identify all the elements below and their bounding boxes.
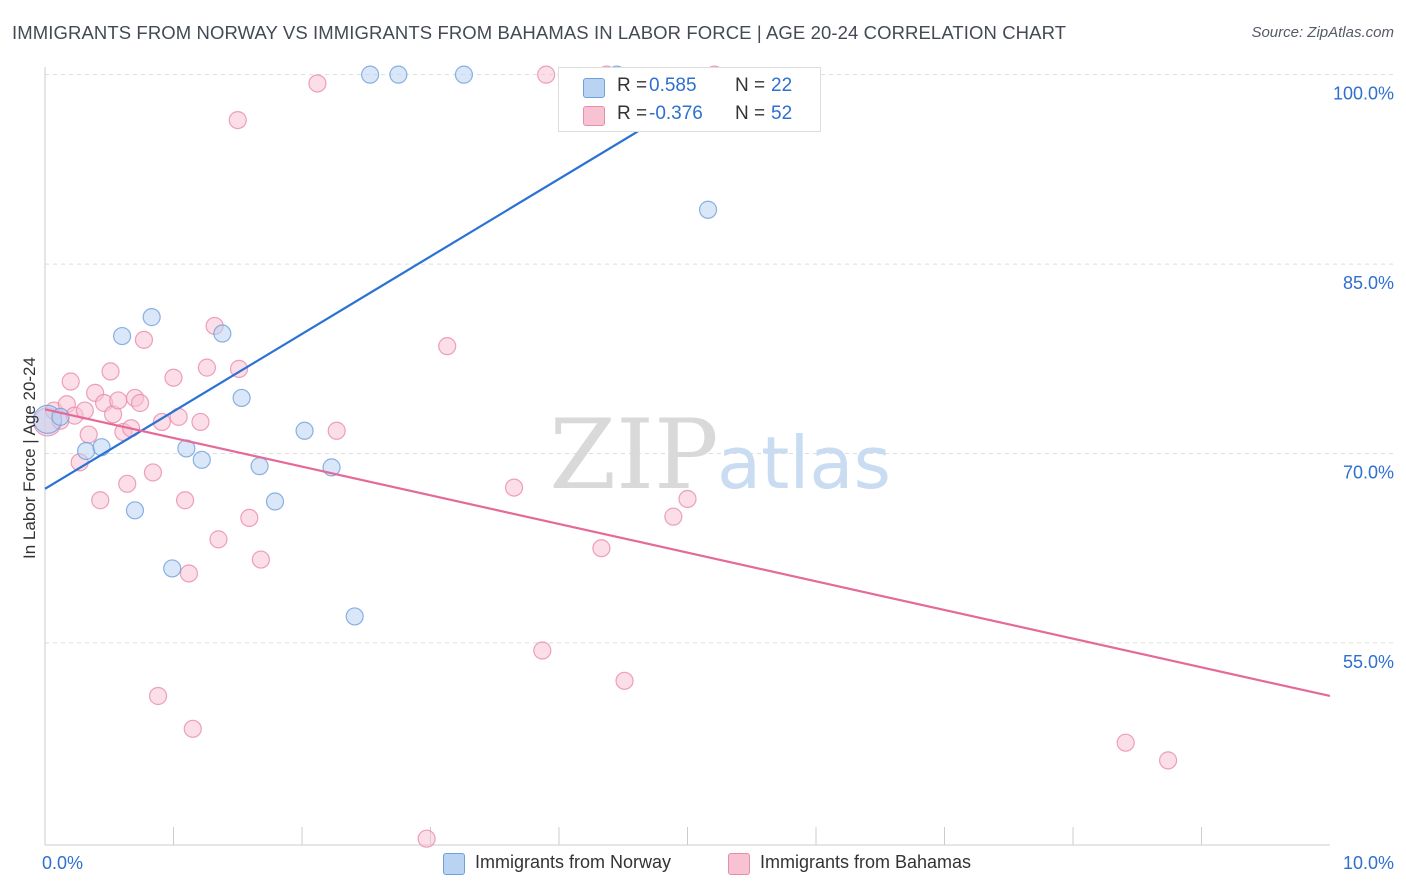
bahamas-point [61, 372, 80, 391]
bahamas-point [229, 359, 249, 378]
norway-point [142, 308, 161, 327]
gridlines [45, 74, 1395, 644]
bahamas-point [308, 74, 327, 93]
bahamas-point [134, 330, 154, 349]
norway-point [345, 607, 364, 626]
bahamas-point [327, 421, 346, 440]
x-tick-labels: 0.0% 10.0% [42, 853, 1394, 873]
legend-swatch-bahamas [728, 853, 750, 875]
norway-trendline [44, 85, 714, 490]
bahamas-point [1158, 751, 1178, 770]
norway-point [265, 492, 285, 511]
norway-point [250, 457, 269, 476]
bahamas-point [592, 539, 611, 558]
bahamas-point [179, 564, 199, 583]
watermark-atlas: atlas [717, 421, 891, 505]
data-points [32, 65, 1178, 848]
bahamas-point [143, 463, 163, 482]
y-tick-label: 100.0% [1333, 84, 1394, 104]
axes [44, 67, 1330, 846]
norway-point [361, 65, 380, 84]
norway-point [92, 438, 111, 457]
bahamas-point [91, 491, 110, 510]
y-tick-label: 70.0% [1343, 462, 1394, 482]
legend-n-label: N = [735, 75, 766, 96]
bahamas-point [537, 65, 556, 84]
bahamas-trendline [44, 408, 1331, 698]
correlation-legend: R = 0.585 N = 22 R = -0.376 N = 52 [558, 67, 821, 132]
bahamas-point [533, 641, 552, 660]
bahamas-point [1116, 733, 1135, 752]
bahamas-point [228, 110, 247, 130]
norway-point [698, 200, 718, 219]
norway-point [77, 441, 96, 461]
bahamas-point [148, 686, 168, 706]
legend-r-value: 0.585 [649, 75, 697, 96]
norway-point [295, 421, 314, 440]
bahamas-point [175, 491, 195, 510]
norway-point [163, 559, 182, 578]
y-axis-label: In Labor Force | Age 20-24 [20, 357, 39, 559]
bahamas-point [101, 362, 120, 381]
bahamas-point [209, 530, 228, 549]
bahamas-point [152, 412, 172, 432]
x-tick-label: 0.0% [42, 853, 83, 873]
legend-swatch-bahamas [583, 106, 605, 126]
norway-point [232, 388, 251, 408]
norway-point [389, 65, 408, 84]
watermark: ZIP atlas [549, 399, 891, 511]
y-tick-label: 55.0% [1343, 652, 1394, 672]
bahamas-point [130, 393, 150, 413]
bahamas-point [438, 337, 457, 356]
legend-label-norway: Immigrants from Norway [475, 852, 672, 872]
bahamas-point [183, 719, 202, 738]
norway-point [454, 65, 474, 84]
bahamas-point [664, 507, 683, 526]
legend-n-label: N = [735, 103, 766, 124]
bahamas-point [79, 425, 98, 444]
bahamas-point [678, 489, 697, 509]
chart-title: IMMIGRANTS FROM NORWAY VS IMMIGRANTS FRO… [12, 22, 1067, 43]
trendlines [44, 85, 1331, 698]
y-tick-labels: 100.0% 85.0% 70.0% 55.0% [1333, 84, 1394, 672]
bahamas-point [251, 550, 270, 569]
bahamas-point [164, 368, 183, 387]
legend-n-value: 22 [771, 75, 793, 96]
bahamas-point [240, 508, 259, 528]
legend-label-bahamas: Immigrants from Bahamas [760, 852, 972, 872]
legend-swatch-norway [583, 78, 605, 98]
norway-point [213, 324, 232, 343]
norway-point [112, 326, 132, 346]
source-credit: Source: ZipAtlas.com [1251, 24, 1394, 41]
bahamas-point [118, 474, 137, 493]
legend-n-value: 52 [771, 103, 793, 124]
bahamas-point [615, 671, 634, 690]
norway-point [192, 450, 211, 469]
norway-point [125, 501, 145, 520]
y-tick-label: 85.0% [1343, 273, 1394, 293]
bahamas-point [197, 358, 217, 377]
bahamas-point [417, 829, 436, 848]
legend-r-value: -0.376 [649, 103, 703, 124]
bahamas-point [191, 412, 210, 432]
bahamas-point [109, 391, 128, 410]
legend-r-label: R = [617, 75, 648, 96]
legend-swatch-norway [443, 853, 465, 875]
x-tick-label: 10.0% [1343, 853, 1394, 873]
legend-r-label: R = [617, 103, 648, 124]
bahamas-point [504, 478, 524, 497]
